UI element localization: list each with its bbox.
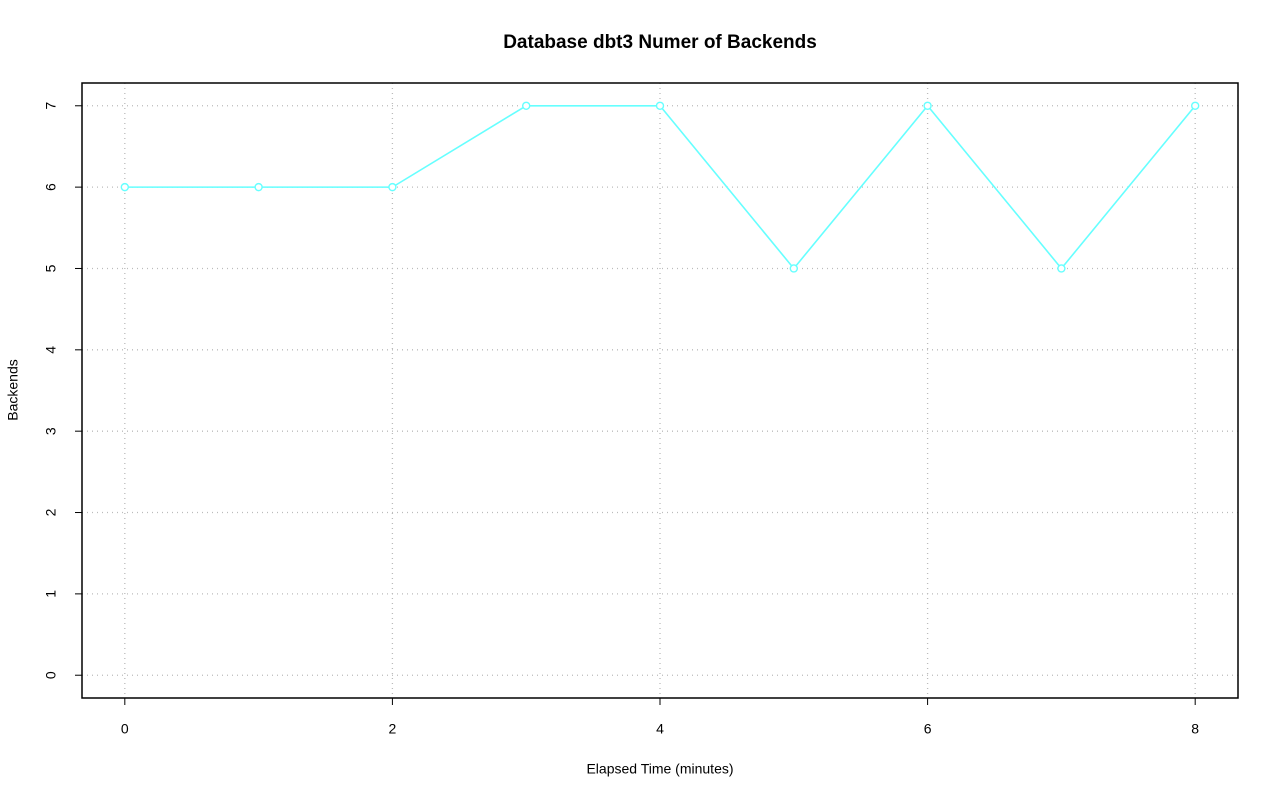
y-tick-label: 2 <box>43 508 59 516</box>
y-tick-label: 3 <box>43 427 59 435</box>
chart-title: Database dbt3 Numer of Backends <box>503 32 817 53</box>
y-axis-label: Backends <box>5 359 21 420</box>
x-tick-label: 4 <box>656 721 664 737</box>
y-tick-label: 5 <box>43 264 59 272</box>
x-tick-label: 2 <box>389 721 397 737</box>
y-tick-label: 7 <box>43 102 59 110</box>
point <box>1190 101 1200 110</box>
point <box>923 101 932 110</box>
y-tick-label: 0 <box>43 671 59 679</box>
series-line <box>124 104 1196 270</box>
point <box>655 101 665 110</box>
point <box>789 264 798 273</box>
point <box>388 182 397 192</box>
x-axis-label: Elapsed Time (minutes) <box>586 761 733 777</box>
point <box>120 182 130 192</box>
y-tick-label: 1 <box>43 590 59 598</box>
x-tick-label: 8 <box>1191 721 1199 737</box>
point <box>522 101 531 110</box>
point <box>254 182 263 192</box>
y-tick-label: 4 <box>43 346 59 354</box>
y-tick-label: 6 <box>43 183 59 191</box>
x-tick-label: 0 <box>121 721 129 737</box>
point <box>1057 264 1066 273</box>
x-tick-label: 6 <box>924 721 932 737</box>
plot-frame <box>81 82 1239 699</box>
